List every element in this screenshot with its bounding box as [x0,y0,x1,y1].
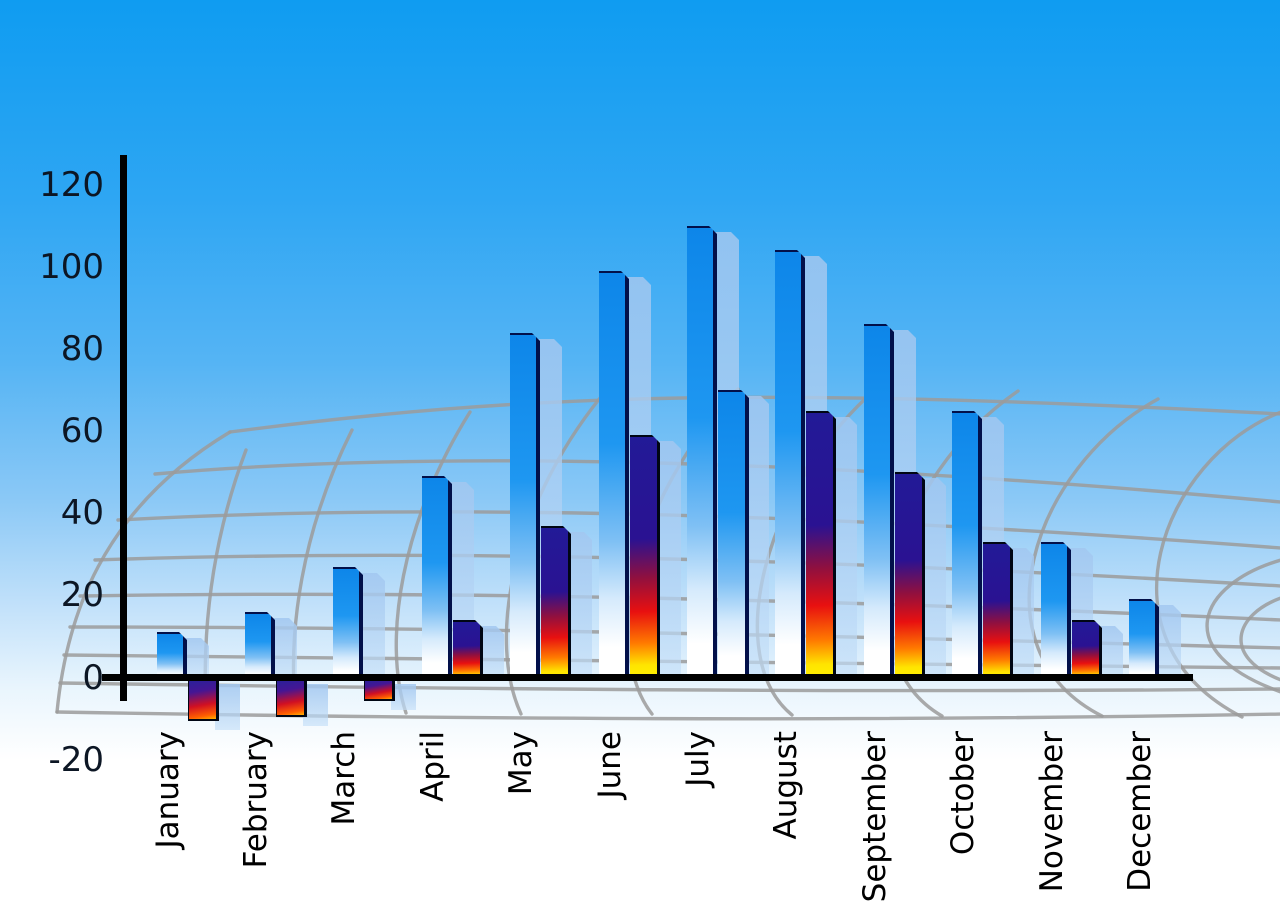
bar-shadow-march-secondary [391,684,416,710]
bar-april-secondary [453,620,483,679]
bar-january-secondary [188,681,219,721]
y-tick--20: -20 [48,740,104,780]
x-axis-line [102,674,1193,681]
x-label-december: December [1122,731,1158,892]
x-label-march: March [326,731,362,826]
bar-shadow-april-secondary [480,626,504,677]
bar-shadow-january-primary [183,638,209,677]
bar-july-primary [687,226,717,680]
y-axis-line [120,155,127,701]
bar-may-secondary [541,526,571,680]
bar-november-primary [1041,542,1071,680]
bar-december-primary [1129,599,1159,679]
bar-march-primary [333,567,363,680]
bar-january-primary [157,632,187,679]
bar-september-secondary [895,472,925,679]
bar-august-primary [775,250,805,679]
bar-shadow-february-primary [271,618,297,678]
x-label-january: January [150,731,186,849]
y-tick-80: 80 [60,329,104,369]
y-tick-0: 0 [82,658,104,698]
bar-shadow-july-secondary [745,396,769,677]
y-tick-60: 60 [60,411,104,451]
bar-october-primary [952,411,982,680]
x-label-april: April [415,731,451,802]
y-tick-100: 100 [39,247,104,287]
y-tick-20: 20 [60,575,104,615]
bar-shadow-september-secondary [922,478,946,677]
x-label-november: November [1034,731,1070,893]
bar-shadow-may-secondary [568,532,592,678]
bar-july-secondary [718,390,749,679]
x-label-may: May [503,731,539,796]
bar-shadow-december-primary [1155,605,1181,677]
x-label-july: July [680,731,716,787]
bar-shadow-november-secondary [1099,626,1123,677]
x-label-august: August [768,731,804,840]
bar-shadow-march-primary [359,573,385,678]
bar-february-secondary [276,681,307,717]
bar-june-primary [599,271,629,680]
x-label-september: September [857,731,893,903]
bar-november-secondary [1072,620,1102,679]
bar-september-primary [864,324,894,679]
x-label-june: June [592,731,628,799]
y-tick-120: 120 [39,165,104,205]
bar-shadow-january-secondary [215,684,240,730]
bar-october-secondary [983,542,1013,680]
bar-june-secondary [630,435,660,679]
bar-august-secondary [806,411,836,680]
x-label-october: October [945,731,981,856]
bar-shadow-august-secondary [833,417,857,678]
bar-march-secondary [364,681,395,701]
bar-april-primary [422,476,452,679]
bar-shadow-october-secondary [1010,548,1034,678]
bar-may-primary [510,333,540,680]
x-label-february: February [238,731,274,869]
y-tick-40: 40 [60,493,104,533]
bar-shadow-june-secondary [657,441,681,677]
bar-february-primary [245,612,275,680]
bar-shadow-february-secondary [303,684,328,726]
